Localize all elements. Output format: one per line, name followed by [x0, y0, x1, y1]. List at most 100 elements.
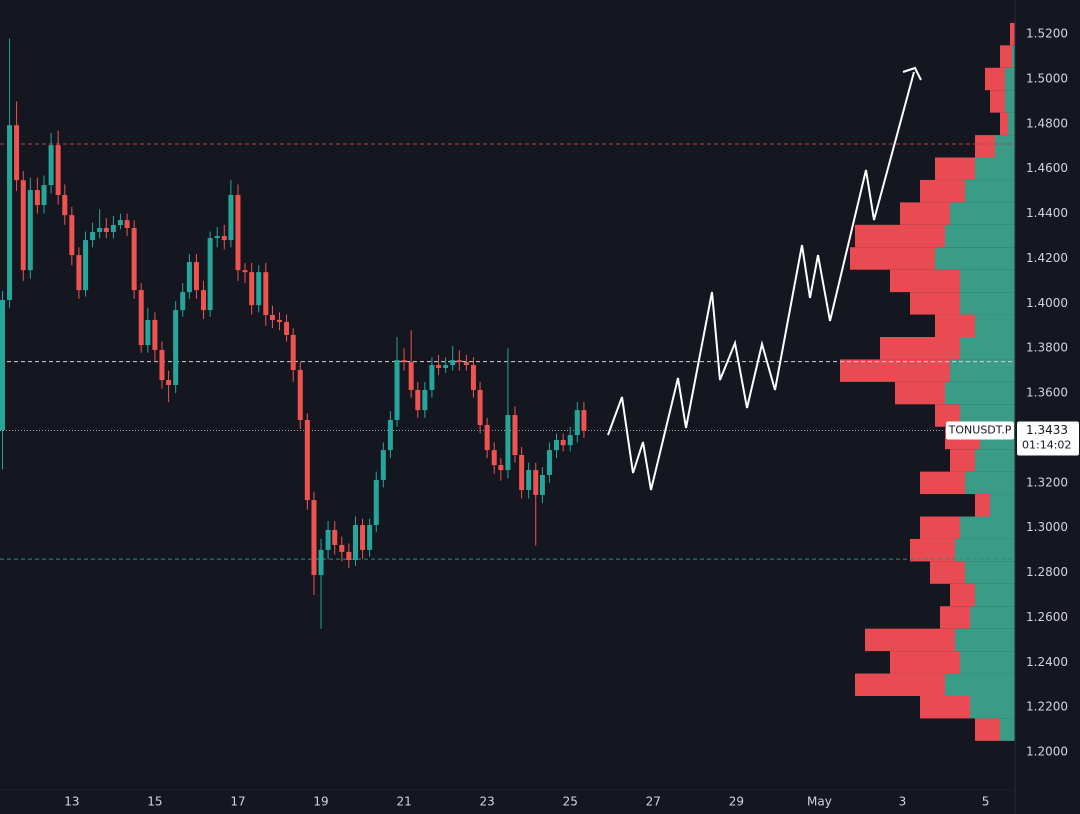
candle-body: [249, 272, 255, 306]
profile-sell: [890, 651, 960, 674]
x-tick-label: 19: [313, 795, 328, 809]
candle-body: [214, 236, 220, 239]
profile-buy: [960, 337, 1015, 360]
profile-buy: [995, 135, 1015, 158]
y-tick-label: 1.3200: [1026, 475, 1068, 489]
candle-body: [332, 529, 338, 545]
profile-sell: [1010, 22, 1015, 46]
profile-buy: [1005, 67, 1015, 91]
candle-body: [387, 420, 393, 451]
plot-area: [0, 22, 1015, 741]
profile-buy: [1008, 112, 1015, 136]
profile-buy: [960, 269, 1015, 293]
candle-body: [207, 238, 213, 311]
last-price-label: 1.3433: [1026, 423, 1068, 437]
x-tick-label: 17: [230, 795, 245, 809]
candle-body: [422, 389, 428, 411]
candle-body: [97, 227, 103, 232]
candle-body: [456, 360, 462, 363]
candle-body: [491, 450, 497, 466]
candle-body: [27, 190, 33, 271]
profile-buy: [945, 224, 1015, 248]
candle-body: [103, 227, 109, 232]
last-price-box: [1017, 421, 1079, 456]
candle-body: [346, 551, 352, 561]
profile-buy: [960, 516, 1015, 539]
y-tick-label: 1.2200: [1026, 700, 1068, 714]
candle-body: [124, 220, 130, 228]
candle-body: [505, 415, 511, 471]
profile-buy: [975, 314, 1015, 338]
profile-sell: [855, 673, 945, 696]
candle-body: [269, 315, 275, 320]
candle-body: [401, 360, 407, 363]
profile-buy: [945, 673, 1015, 696]
profile-sell: [990, 90, 1005, 113]
x-tick-label: 23: [480, 795, 495, 809]
profile-sell: [890, 269, 960, 293]
candle-body: [318, 549, 324, 576]
candle-body: [539, 474, 545, 495]
candle-body: [470, 365, 476, 390]
candle-body: [186, 262, 192, 293]
candle-body: [117, 220, 123, 226]
profile-buy: [965, 179, 1015, 203]
profile-sell: [840, 359, 950, 382]
profile-sell: [935, 157, 975, 180]
profile-sell: [880, 337, 960, 360]
profile-buy: [990, 494, 1015, 517]
candle-body: [242, 270, 248, 273]
profile-sell: [975, 135, 995, 158]
candle-body: [200, 290, 206, 311]
candle-body: [339, 544, 345, 552]
profile-sell: [975, 494, 990, 517]
profile-sell: [910, 292, 960, 315]
profile-buy: [960, 404, 1015, 427]
profile-sell: [865, 628, 955, 652]
forecast-arrow: [607, 71, 915, 491]
candle-body: [69, 215, 75, 256]
candle-body: [477, 389, 483, 425]
candle-body: [554, 439, 560, 451]
candle-body: [159, 350, 165, 381]
profile-buy: [965, 471, 1015, 495]
candle-body: [560, 439, 566, 446]
candle-body: [76, 255, 82, 291]
profile-sell: [935, 314, 975, 338]
candle-body: [131, 227, 137, 291]
candle-body: [62, 194, 68, 216]
x-tick-label: 3: [899, 795, 907, 809]
profile-buy: [960, 292, 1015, 315]
profile-sell: [850, 247, 935, 270]
candle-body: [152, 319, 158, 351]
candle-body: [463, 362, 469, 366]
profile-sell: [1000, 45, 1012, 68]
candle-body: [193, 262, 199, 291]
y-tick-label: 1.5000: [1026, 71, 1068, 85]
candle-body: [325, 529, 331, 550]
profile-buy: [975, 583, 1015, 607]
candle-body: [546, 450, 552, 475]
candle-body: [367, 525, 373, 550]
profile-buy: [975, 449, 1015, 472]
candle-body: [484, 424, 490, 451]
candle-body: [304, 420, 310, 501]
candle-body: [360, 525, 366, 550]
candle-body: [284, 321, 290, 335]
profile-buy: [1000, 718, 1015, 741]
profile-sell: [920, 179, 965, 203]
candle-body: [581, 410, 587, 431]
profile-buy: [950, 202, 1015, 225]
candle-body: [297, 369, 303, 421]
x-tick-label: 25: [563, 795, 578, 809]
x-tick-label: 21: [396, 795, 411, 809]
candle-body: [173, 310, 179, 386]
profile-sell: [920, 695, 970, 719]
forecast-arrowhead: [902, 66, 922, 81]
candle-body: [450, 360, 456, 366]
profile-buy: [965, 561, 1015, 584]
symbol-label: TONUSDT.P: [948, 424, 1012, 437]
countdown-label: 01:14:02: [1022, 439, 1071, 452]
y-tick-label: 1.2400: [1026, 655, 1068, 669]
